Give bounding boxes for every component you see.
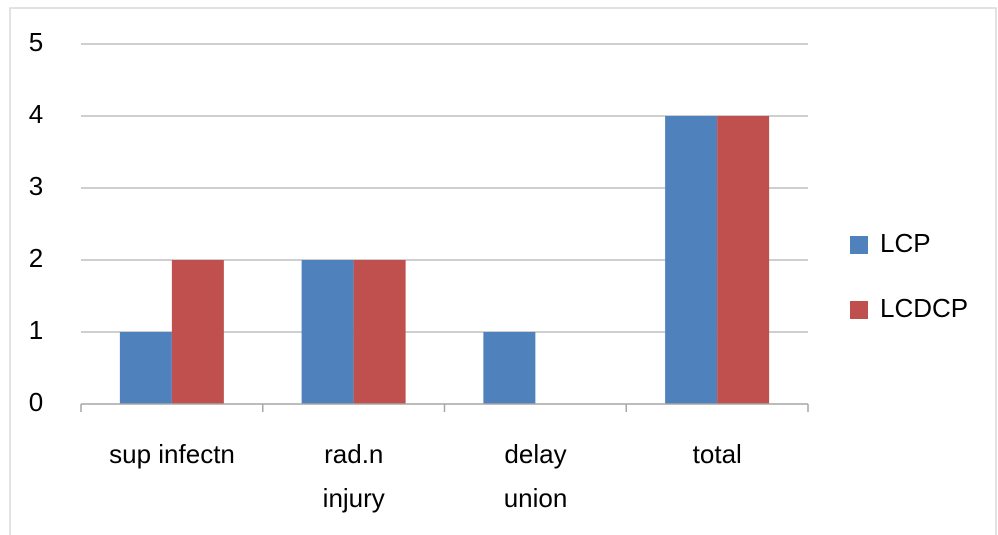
bar bbox=[171, 260, 224, 404]
bar bbox=[353, 260, 406, 404]
legend-swatch bbox=[850, 301, 868, 319]
chart-frame bbox=[9, 7, 997, 535]
y-tick-label: 5 bbox=[29, 27, 43, 57]
legend-label: LCDCP bbox=[880, 293, 968, 323]
y-tick-label: 4 bbox=[29, 99, 43, 129]
bar bbox=[119, 332, 172, 404]
legend-swatch bbox=[850, 236, 868, 254]
bar bbox=[301, 260, 354, 404]
x-tick-label: rad.n injury bbox=[322, 439, 385, 513]
y-tick-label: 3 bbox=[29, 171, 43, 201]
x-tick-label: total bbox=[692, 439, 742, 469]
y-tick-label: 1 bbox=[29, 315, 43, 345]
y-tick-label: 0 bbox=[29, 387, 43, 417]
y-tick-label: 2 bbox=[29, 243, 43, 273]
legend-label: LCP bbox=[880, 228, 931, 258]
x-tick-label: delay union bbox=[503, 439, 568, 513]
bar bbox=[483, 332, 536, 404]
x-tick-label: sup infectn bbox=[109, 439, 235, 469]
bar bbox=[665, 116, 718, 404]
bar bbox=[717, 116, 770, 404]
